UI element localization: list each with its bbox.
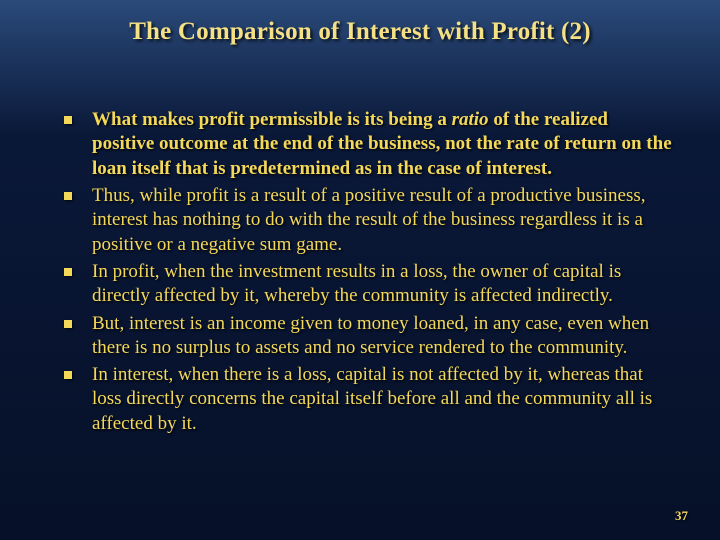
bullet-text-italic: ratio	[452, 109, 489, 130]
page-number: 37	[675, 508, 688, 524]
slide-title: The Comparison of Interest with Profit (…	[40, 18, 680, 46]
slide: The Comparison of Interest with Profit (…	[0, 0, 720, 540]
bullet-text: But, interest is an income given to mone…	[92, 313, 649, 358]
list-item: In interest, when there is a loss, capit…	[60, 363, 672, 436]
bullet-list: What makes profit permissible is its bei…	[40, 108, 680, 436]
list-item: But, interest is an income given to mone…	[60, 312, 672, 361]
list-item: Thus, while profit is a result of a posi…	[60, 184, 672, 257]
bullet-text: Thus, while profit is a result of a posi…	[92, 185, 646, 255]
list-item: In profit, when the investment results i…	[60, 260, 672, 309]
list-item: What makes profit permissible is its bei…	[60, 108, 672, 181]
bullet-text: In profit, when the investment results i…	[92, 261, 621, 306]
bullet-text-pre: What makes profit permissible is its bei…	[92, 109, 452, 130]
bullet-text: In interest, when there is a loss, capit…	[92, 364, 652, 434]
